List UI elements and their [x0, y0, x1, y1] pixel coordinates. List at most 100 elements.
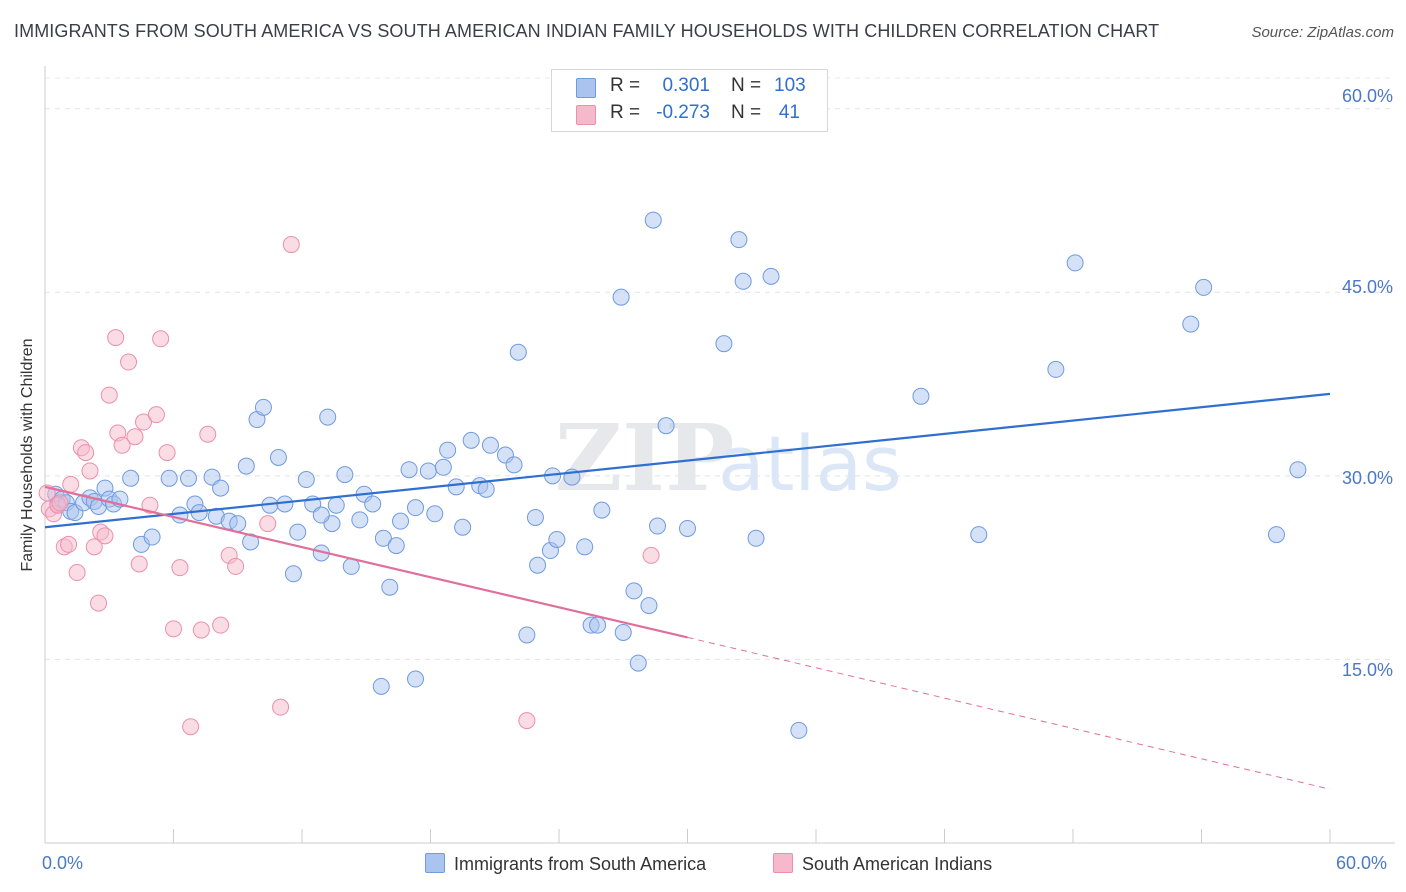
point-south-america: [518, 626, 536, 644]
point-south-america: [679, 519, 696, 537]
point-south-american-indians: [85, 538, 103, 556]
point-south-american-indians: [227, 557, 245, 575]
point-south-american-indians: [60, 535, 78, 553]
point-south-american-indians: [51, 494, 69, 512]
point-south-america: [426, 505, 444, 523]
point-south-america: [439, 441, 457, 459]
point-south-america: [715, 335, 733, 353]
point-south-american-indians: [130, 555, 148, 573]
point-south-american-indians: [152, 330, 170, 348]
point-south-american-indians: [192, 621, 210, 639]
axes: [44, 66, 1395, 844]
point-south-america: [364, 495, 382, 513]
point-south-american-indians: [158, 444, 176, 462]
point-south-america: [447, 478, 465, 496]
point-south-american-indians: [77, 444, 95, 462]
legend-swatch: [773, 853, 793, 873]
point-south-american-indians: [165, 620, 182, 638]
y-axis-label: Family Households with Children: [19, 338, 36, 572]
point-south-american-indians: [199, 425, 217, 443]
point-south-american-indians: [107, 329, 125, 347]
point-south-american-indians: [90, 594, 108, 612]
trend-line-south-american-indians: [44, 485, 688, 639]
point-south-american-indians: [68, 564, 86, 582]
point-south-american-indians: [272, 698, 290, 716]
legend-n-label: N =: [731, 102, 762, 123]
point-south-american-indians: [182, 718, 200, 736]
point-south-american-indians: [100, 386, 118, 404]
point-south-america: [625, 582, 643, 600]
point-south-america: [644, 211, 662, 229]
y-tick-label: 30.0%: [1341, 468, 1393, 488]
legend-label: South American Indians: [802, 854, 993, 874]
point-south-america: [312, 506, 330, 524]
point-south-american-indians: [81, 462, 99, 480]
point-south-america: [614, 624, 632, 642]
legend-item-south-american-indians: South American Indians: [773, 853, 992, 875]
x-tick-label: 60.0%: [1336, 853, 1388, 873]
point-south-america: [319, 408, 337, 426]
point-south-america: [1289, 461, 1307, 479]
point-south-american-indians: [642, 546, 660, 564]
point-south-america: [237, 457, 255, 475]
point-south-america: [640, 597, 658, 615]
point-south-america: [509, 343, 527, 361]
point-south-america: [481, 436, 499, 454]
point-south-america: [790, 721, 808, 739]
point-south-america: [297, 471, 315, 489]
point-south-america: [589, 616, 607, 634]
point-south-america: [419, 462, 437, 480]
point-south-america: [762, 267, 780, 285]
point-south-america: [593, 501, 611, 519]
point-south-america: [351, 511, 369, 529]
watermark-atlas: atlas: [718, 419, 902, 508]
point-south-america: [576, 538, 594, 556]
legend-swatch: [576, 105, 596, 125]
legend-item-south-america: Immigrants from South America: [425, 853, 706, 875]
point-south-america: [1195, 278, 1213, 296]
point-south-american-indians: [147, 406, 165, 424]
point-south-america: [392, 512, 410, 530]
point-south-american-indians: [120, 353, 138, 371]
point-south-america: [400, 461, 418, 479]
legend-r-value: 0.301: [662, 75, 710, 96]
source-label: Source: ZipAtlas.com: [1251, 24, 1394, 41]
point-south-america: [649, 517, 667, 535]
point-south-american-indians: [135, 413, 153, 431]
point-south-america: [730, 231, 748, 249]
point-south-america: [548, 530, 566, 548]
point-south-american-indians: [96, 527, 114, 545]
point-south-america: [381, 578, 399, 596]
y-tick-label: 60.0%: [1341, 86, 1393, 106]
point-south-america: [505, 456, 523, 474]
point-south-american-indians: [171, 559, 189, 577]
trend-line-south-america: [44, 392, 1331, 529]
point-south-american-indians: [518, 712, 536, 730]
point-south-america: [122, 469, 140, 487]
legend-swatch: [425, 853, 445, 873]
point-south-america: [229, 515, 247, 533]
point-south-america: [407, 670, 425, 688]
correlation-legend: R = 0.301 N = 103 R = -0.273 N = 41: [551, 69, 828, 132]
legend-r-value: -0.273: [656, 102, 710, 123]
point-south-american-indians: [212, 616, 230, 634]
y-tick-label: 45.0%: [1341, 277, 1393, 297]
point-south-america: [462, 431, 480, 449]
point-south-america: [434, 458, 452, 476]
point-south-america: [912, 387, 930, 405]
legend-r-label: R =: [610, 75, 641, 96]
point-south-america: [387, 537, 405, 555]
point-south-america: [374, 529, 392, 547]
point-south-america: [1182, 315, 1200, 333]
point-south-america: [143, 528, 161, 546]
legend-n-value: 41: [778, 102, 800, 123]
point-south-america: [289, 523, 307, 541]
point-south-american-indians: [126, 428, 144, 446]
point-south-american-indians: [62, 475, 80, 493]
chart-title: IMMIGRANTS FROM SOUTH AMERICA VS SOUTH A…: [14, 21, 1160, 41]
point-south-america: [529, 556, 547, 574]
point-south-america: [612, 288, 630, 306]
point-south-america: [212, 479, 230, 497]
legend-n-value: 103: [774, 75, 806, 96]
point-south-american-indians: [282, 236, 300, 254]
